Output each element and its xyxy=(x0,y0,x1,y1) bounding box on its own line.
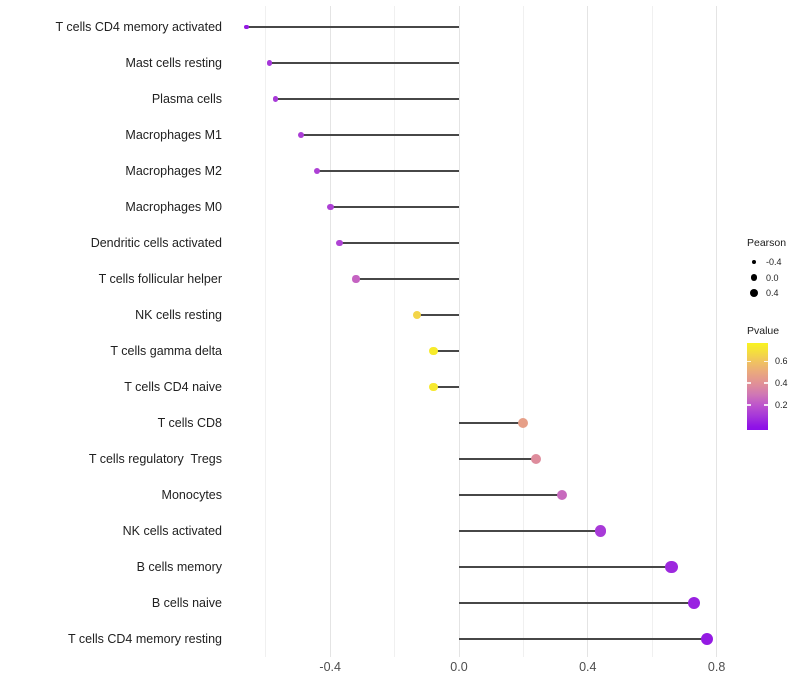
colorbar-tick xyxy=(747,382,751,384)
row-label: T cells follicular helper xyxy=(98,272,222,286)
stem-line xyxy=(459,422,524,424)
stem-line xyxy=(459,638,707,640)
x-tick-label: -0.4 xyxy=(319,660,341,674)
data-point-dot xyxy=(531,453,542,465)
stem-line xyxy=(433,350,459,352)
stem-line xyxy=(355,278,459,280)
stem-line xyxy=(459,602,695,604)
size-legend-dot xyxy=(750,289,758,297)
data-point-dot xyxy=(314,167,321,175)
stem-line xyxy=(269,62,459,64)
data-point-dot xyxy=(244,24,249,30)
stem-line xyxy=(417,314,459,316)
stem-line xyxy=(459,494,563,496)
stem-line xyxy=(330,206,459,208)
row-label: NK cells resting xyxy=(135,308,222,322)
x-tick-label: 0.4 xyxy=(579,660,597,674)
colorbar-tick xyxy=(764,382,768,384)
gridline-minor xyxy=(651,6,653,657)
size-legend-label: 0.4 xyxy=(766,288,779,298)
data-point-dot xyxy=(352,275,360,283)
data-point-dot xyxy=(518,417,529,429)
stem-line xyxy=(339,242,459,244)
gridline-major xyxy=(458,6,460,657)
colorbar-gradient xyxy=(747,343,768,430)
row-label: T cells CD4 naive xyxy=(124,380,222,394)
row-label: B cells naive xyxy=(151,596,222,610)
row-label: Plasma cells xyxy=(151,92,222,106)
colorbar-tick xyxy=(747,404,751,406)
colorbar-tick xyxy=(764,404,768,406)
size-legend-label: -0.4 xyxy=(766,257,782,267)
data-point-dot xyxy=(298,132,305,138)
gridline-major xyxy=(716,6,718,657)
colorbar-tick-label: 0.6 xyxy=(775,356,788,367)
gridline-major xyxy=(587,6,589,657)
row-label: NK cells activated xyxy=(122,524,222,538)
stem-line xyxy=(459,458,537,460)
row-label: Dendritic cells activated xyxy=(90,236,222,250)
size-legend-dot xyxy=(751,259,757,265)
colorbar-tick xyxy=(747,360,751,363)
data-point-dot xyxy=(412,310,422,320)
gridline-minor xyxy=(394,6,396,657)
row-label: Mast cells resting xyxy=(125,56,222,70)
stem-line xyxy=(275,98,459,100)
stem-line xyxy=(317,170,459,172)
colorbar-tick-label: 0.4 xyxy=(775,378,788,389)
data-point-dot xyxy=(665,560,678,574)
row-label: Macrophages M2 xyxy=(125,164,222,178)
data-point-dot xyxy=(556,489,568,501)
gridline-minor xyxy=(265,6,267,657)
data-point-dot xyxy=(428,346,438,356)
data-point-dot xyxy=(272,96,279,102)
gridline-minor xyxy=(522,6,524,657)
x-tick-label: 0.8 xyxy=(707,660,726,674)
data-point-dot xyxy=(336,239,344,247)
row-label: T cells gamma delta xyxy=(110,344,222,358)
size-legend-title: Pearson xyxy=(747,237,787,249)
x-tick-label: 0.0 xyxy=(450,660,468,674)
colorbar-tick-label: 0.2 xyxy=(775,399,788,410)
row-label: T cells CD4 memory activated xyxy=(55,20,223,34)
data-point-dot xyxy=(266,60,272,66)
stem-line xyxy=(246,26,459,28)
data-point-dot xyxy=(595,525,607,537)
row-label: Macrophages M1 xyxy=(125,128,222,142)
row-label: Macrophages M0 xyxy=(125,200,222,214)
stem-line xyxy=(459,566,672,568)
data-point-dot xyxy=(687,596,701,610)
colorbar-tick xyxy=(764,360,768,363)
color-legend-title: Pvalue xyxy=(747,325,780,337)
stem-line xyxy=(459,530,601,532)
row-label: T cells CD8 xyxy=(157,416,222,430)
stem-line xyxy=(301,134,459,136)
row-label: T cells CD4 memory resting xyxy=(68,632,222,646)
row-label: Monocytes xyxy=(161,488,222,502)
data-point-dot xyxy=(700,632,714,646)
stem-line xyxy=(433,386,459,388)
data-point-dot xyxy=(326,203,334,211)
gridline-major xyxy=(329,6,331,657)
size-legend-label: 0.0 xyxy=(766,272,779,283)
data-point-dot xyxy=(428,382,438,392)
row-label: T cells regulatory Tregs xyxy=(88,452,222,466)
size-legend-dot xyxy=(750,274,758,281)
row-label: B cells memory xyxy=(136,560,222,574)
